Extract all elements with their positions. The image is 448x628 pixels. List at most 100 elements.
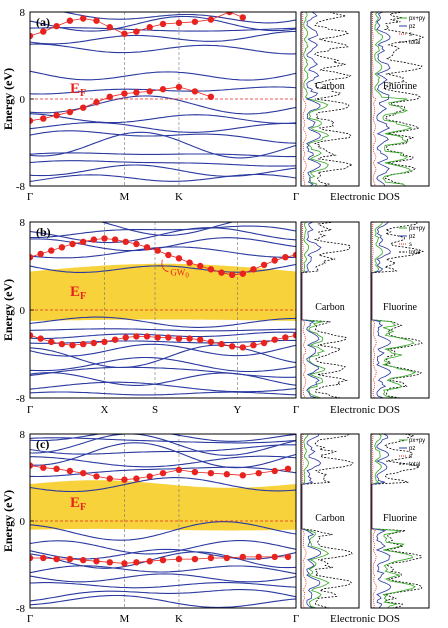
band-line [30,43,296,55]
legend-entry: px+py [409,16,425,22]
kpoint-label: K [175,191,183,203]
gw-point [175,83,183,91]
gw-point [255,553,262,561]
gw-point [239,472,246,479]
band-line [30,152,296,158]
band-line [30,95,296,115]
band-line [30,173,296,182]
dos-element-label: Carbon [315,513,344,524]
kpoint-label: Γ [293,613,299,625]
gw-point [250,266,257,273]
dos-s-curve [371,12,377,186]
gw-point [30,462,34,469]
gw-point [106,93,114,101]
band-line [30,328,296,332]
band-line [30,565,296,575]
y-tick-label: -8 [16,181,26,193]
dos-s-curve [371,222,377,398]
band-line [30,344,296,369]
band-plot-area [30,434,296,608]
dos-legend: px+py pz s total [399,16,425,46]
gw-point [255,469,262,477]
band-line [30,477,296,493]
gw-point [40,554,47,562]
legend-entry: total [409,40,420,46]
gw-point [37,335,44,342]
band-line [30,366,296,378]
gw-point [159,556,167,564]
kpoint-label: M [120,613,130,625]
kpoint-label: Y [234,404,242,416]
band-line [30,225,296,239]
legend-entry: pz [409,446,415,452]
dos-x-label: Electronic DOS [330,613,400,625]
dos-total-curve [371,434,423,608]
gw-point [30,332,34,339]
gw-point [146,88,153,95]
band-line [30,356,296,373]
gw-point [133,89,140,96]
gw-point [175,19,183,27]
gw-point [191,18,199,25]
legend-entry: pz [409,234,415,240]
band-line [30,589,296,602]
band-plot-area [30,222,296,398]
gw-point [133,333,140,340]
gw-point [53,555,60,563]
gw-point [207,266,215,273]
dos-pxpy-curve [303,12,330,186]
gw-point [228,271,236,278]
dos-panel-fluorine: Fluorine px+py pz s total [370,221,430,399]
gw-point [146,558,153,565]
dos-frame [300,221,360,399]
gw-point [121,30,128,37]
dos-total-curve [371,222,425,398]
gw-point [48,338,55,346]
gw-point [271,467,278,475]
dos-panel-fluorine: Fluorine px+py pz s total [370,433,430,609]
dos-x-label: Electronic DOS [330,404,400,416]
gw-point [284,553,292,561]
gw-point [197,262,204,270]
legend-entry: px+py [409,438,425,444]
gw-point [121,560,128,567]
gw-point [143,333,151,340]
gw-point [154,334,161,341]
dos-pxpy-curve [374,12,413,186]
gw-point [175,255,183,262]
kpoint-label: Γ [293,191,299,203]
gw-point [111,236,119,243]
y-tick-label: -8 [16,393,26,405]
gw-point [30,117,34,124]
y-axis-title: Energy (eV) [1,490,15,552]
gw-point [175,466,183,474]
gw-point [133,559,140,566]
y-tick-label: -8 [16,603,26,615]
gw-point [226,12,233,16]
gw-point [106,475,114,482]
band-line [30,442,296,469]
gw-point [159,469,167,477]
gw-point [40,115,47,122]
y-tick-label: 8 [20,429,26,441]
legend-entry: total [409,462,420,468]
dos-total-curve [313,12,354,186]
gw-point [292,251,296,259]
band-line [30,339,296,344]
dos-panel-carbon: Carbon [300,433,360,609]
gw-point [40,464,47,471]
gw-point [191,468,199,476]
gw-point [106,559,114,566]
gw-point [207,554,215,562]
band-line [30,437,296,444]
band-line [30,131,296,159]
band-line [30,27,296,32]
band-line [30,444,296,455]
gw-point [282,334,289,341]
gw-point [284,465,292,472]
gw-point [53,112,60,119]
gw-point [66,555,74,563]
band-line [30,331,296,340]
band-line [30,160,296,167]
